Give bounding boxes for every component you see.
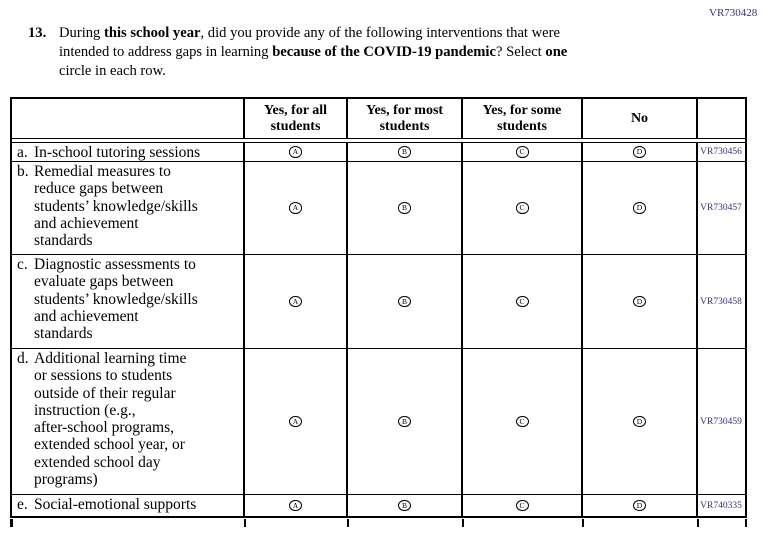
row-stub: e. Social-emotional supports — [12, 495, 245, 516]
question-segment: circle in each row. — [59, 63, 166, 79]
answer-circle-c[interactable]: C — [515, 202, 529, 214]
header-cell-yes-all: Yes, for all students — [245, 99, 348, 138]
option-cell: D — [583, 143, 698, 161]
question-bold-covid-pandemic: because of the COVID-19 pandemic — [272, 44, 496, 60]
table-border-continuation — [696, 519, 699, 527]
header-double-rule — [12, 138, 745, 143]
option-cell: C — [463, 162, 583, 254]
answer-circle-b[interactable]: B — [398, 295, 411, 308]
table-row-b: b. Remedial measures to reduce gaps betw… — [12, 161, 745, 254]
answer-circle-b[interactable]: B — [398, 202, 411, 214]
question-bold-one: one — [545, 44, 568, 60]
option-cell: A — [245, 495, 348, 516]
option-cell: A — [245, 255, 348, 348]
option-cell: A — [245, 143, 348, 161]
answer-circle-a[interactable]: A — [289, 146, 302, 158]
option-cell: C — [463, 255, 583, 348]
option-cell: A — [245, 349, 348, 494]
row-label: Social-emotional supports — [34, 496, 197, 513]
answer-circle-d[interactable]: D — [633, 415, 646, 428]
header-cell-code — [698, 99, 744, 138]
row-code: VR740335 — [700, 500, 742, 511]
answer-circle-c[interactable]: C — [515, 499, 529, 512]
row-label: Additional learning time or sessions to … — [34, 350, 187, 489]
answer-circle-d[interactable]: D — [633, 499, 646, 512]
row-code: VR730457 — [700, 203, 742, 213]
row-label: Remedial measures to reduce gaps between… — [34, 163, 198, 250]
option-cell: D — [583, 495, 698, 516]
option-cell: A — [245, 162, 348, 254]
question: 13. During this school year, did you pro… — [28, 24, 676, 81]
row-stub: b. Remedial measures to reduce gaps betw… — [12, 162, 245, 254]
question-segment: , did you provide any of the following i… — [59, 25, 560, 60]
row-letter: a. — [17, 144, 28, 161]
table-border-continuation — [744, 519, 747, 527]
answer-circle-d[interactable]: D — [633, 146, 646, 158]
table-row-a: a. In-school tutoring sessions A B C D V… — [12, 143, 745, 161]
question-segment: ? Select — [495, 44, 546, 60]
row-letter: e. — [17, 496, 28, 513]
row-stub: c. Diagnostic assessments to evaluate ga… — [12, 255, 245, 348]
row-letter: d. — [17, 350, 29, 367]
question-text: During this school year, did you provide… — [59, 24, 676, 81]
option-cell: C — [463, 349, 583, 494]
answer-circle-c[interactable]: C — [515, 146, 529, 158]
header-cell-yes-some: Yes, for some students — [463, 99, 583, 138]
table-border-continuation — [10, 519, 13, 527]
option-cell: B — [348, 162, 463, 254]
option-cell: D — [583, 255, 698, 348]
form-code: VR730428 — [709, 7, 758, 19]
question-number: 13. — [28, 25, 47, 41]
answer-circle-a[interactable]: A — [289, 415, 302, 428]
header-cell-yes-most: Yes, for most students — [348, 99, 463, 138]
table-header-row: Yes, for all students Yes, for most stud… — [12, 99, 745, 138]
row-stub: a. In-school tutoring sessions — [12, 143, 245, 161]
answer-circle-d[interactable]: D — [633, 202, 646, 214]
header-cell-stub — [12, 99, 245, 138]
answer-circle-a[interactable]: A — [289, 295, 302, 308]
row-code: VR730456 — [700, 147, 742, 157]
row-code: VR730458 — [700, 296, 742, 307]
header-cell-no: No — [583, 99, 698, 138]
option-cell: B — [348, 495, 463, 516]
answer-circle-b[interactable]: B — [398, 499, 411, 512]
table-row-c: c. Diagnostic assessments to evaluate ga… — [12, 254, 745, 348]
answer-circle-c[interactable]: C — [515, 295, 529, 308]
row-label: Diagnostic assessments to evaluate gaps … — [34, 256, 198, 343]
question-segment: During — [59, 25, 104, 41]
row-letter: c. — [17, 256, 28, 273]
answer-circle-b[interactable]: B — [398, 415, 411, 428]
option-cell: B — [348, 255, 463, 348]
table-border-continuation — [346, 519, 349, 527]
answer-circle-d[interactable]: D — [633, 295, 646, 308]
answer-circle-b[interactable]: B — [398, 146, 411, 158]
option-cell: C — [463, 495, 583, 516]
answer-circle-a[interactable]: A — [289, 202, 302, 214]
row-stub: d. Additional learning time or sessions … — [12, 349, 245, 494]
table-row-d: d. Additional learning time or sessions … — [12, 348, 745, 494]
row-letter: b. — [17, 163, 29, 180]
row-code: VR730459 — [700, 416, 742, 427]
table-border-continuation — [461, 519, 464, 527]
option-cell: B — [348, 143, 463, 161]
option-cell: D — [583, 162, 698, 254]
answer-circle-c[interactable]: C — [515, 415, 529, 428]
table-border-continuation — [581, 519, 584, 527]
question-bold-this-school-year: this school year — [104, 25, 201, 41]
answer-circle-a[interactable]: A — [289, 499, 302, 512]
table-border-continuation — [243, 519, 246, 527]
option-cell: B — [348, 349, 463, 494]
table-row-e: e. Social-emotional supports A B C D VR7… — [12, 494, 745, 516]
option-cell: C — [463, 143, 583, 161]
option-cell: D — [583, 349, 698, 494]
row-label: In-school tutoring sessions — [34, 144, 201, 161]
interventions-table: Yes, for all students Yes, for most stud… — [10, 97, 747, 518]
